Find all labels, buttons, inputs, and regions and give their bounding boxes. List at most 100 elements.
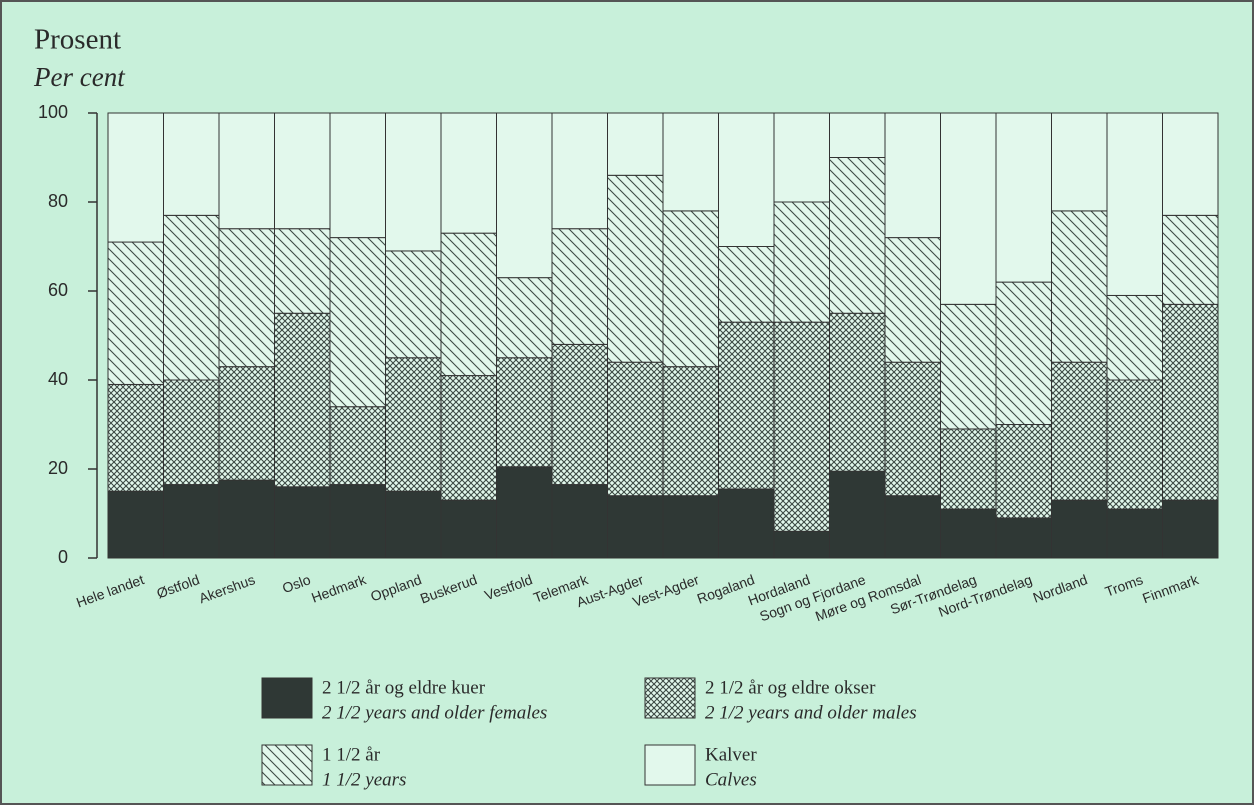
y-tick-label: 0: [58, 547, 68, 567]
bar-segment: [662, 210, 719, 368]
bar-segment: [496, 277, 553, 359]
y-tick-label: 40: [48, 369, 68, 389]
bar-segment: [274, 112, 331, 230]
bar-segment: [107, 490, 164, 559]
bar-segment: [329, 237, 386, 408]
bar-segment: [551, 112, 608, 230]
bar-segment: [274, 228, 331, 314]
legend-label-en: 1 1/2 years: [322, 769, 406, 790]
bar-segment: [607, 495, 664, 559]
bar-segment: [218, 112, 275, 230]
legend-swatch: [644, 744, 696, 786]
legend-swatch: [644, 677, 696, 719]
bar-segment: [551, 343, 608, 486]
bar-segment: [884, 361, 941, 497]
bar-segment: [1162, 214, 1219, 305]
bar-segment: [163, 484, 220, 559]
bar-segment: [940, 112, 997, 305]
legend-label: 2 1/2 år og eldre okser: [705, 677, 876, 698]
legend-swatch: [261, 744, 313, 786]
chart-title: Prosent: [34, 24, 121, 56]
bar-segment: [163, 214, 220, 381]
bar-segment: [829, 112, 886, 158]
bar-segment: [662, 495, 719, 559]
bar-segment: [607, 361, 664, 497]
bar-segment: [940, 428, 997, 510]
bar-segment: [163, 379, 220, 486]
y-tick-label: 100: [38, 102, 68, 122]
bar-segment: [607, 112, 664, 176]
legend-label: Kalver: [705, 744, 757, 765]
bar-segment: [385, 490, 442, 559]
bar-segment: [1051, 112, 1108, 212]
bar-segment: [773, 530, 830, 559]
bar-segment: [1162, 303, 1219, 501]
bar-segment: [662, 366, 719, 497]
bar-segment: [496, 357, 553, 468]
legend-label: 2 1/2 år og eldre kuer: [322, 677, 486, 698]
bar-segment: [995, 112, 1052, 283]
bar-segment: [718, 112, 775, 247]
legend-swatch: [261, 677, 313, 719]
chart-subtitle: Per cent: [33, 62, 126, 92]
bar-segment: [385, 250, 442, 359]
bar-segment: [329, 406, 386, 486]
bar-segment: [440, 375, 497, 501]
bar-segment: [773, 201, 830, 323]
bar-segment: [107, 241, 164, 385]
y-tick-label: 20: [48, 458, 68, 478]
bar-segment: [1106, 379, 1163, 510]
bar-segment: [940, 508, 997, 559]
bar-segment: [829, 312, 886, 472]
bar-segment: [940, 303, 997, 430]
bar-segment: [163, 112, 220, 216]
bar-segment: [995, 517, 1052, 559]
legend-label: 1 1/2 år: [322, 744, 381, 765]
bar-segment: [496, 466, 553, 559]
legend-label-en: Calves: [705, 769, 757, 790]
bar-segment: [496, 112, 553, 279]
bar-segment: [829, 157, 886, 314]
bar-segment: [440, 499, 497, 559]
bar-segment: [995, 424, 1052, 519]
bar-segment: [773, 112, 830, 203]
bar-segment: [218, 366, 275, 481]
bar-segment: [1051, 499, 1108, 559]
bar-segment: [1051, 361, 1108, 501]
bar-segment: [551, 228, 608, 345]
bar-segment: [274, 486, 331, 559]
bar-segment: [829, 470, 886, 559]
bar-segment: [107, 112, 164, 243]
legend-label-en: 2 1/2 years and older males: [705, 702, 917, 723]
bar-segment: [884, 112, 941, 239]
bar-segment: [662, 112, 719, 212]
bar-segment: [1106, 508, 1163, 559]
bar-segment: [440, 112, 497, 234]
bar-segment: [1051, 210, 1108, 363]
bar-segment: [718, 488, 775, 559]
bar-segment: [1106, 112, 1163, 296]
y-tick-label: 60: [48, 280, 68, 300]
bar-segment: [884, 237, 941, 363]
bar-segment: [773, 321, 830, 532]
bar-segment: [1162, 499, 1219, 559]
bar-segment: [385, 357, 442, 492]
bar-segment: [607, 174, 664, 363]
bar-segment: [274, 312, 331, 488]
bar-segment: [329, 484, 386, 559]
bar-segment: [329, 112, 386, 239]
bar-segment: [718, 321, 775, 490]
bar-segment: [995, 281, 1052, 425]
bar-segment: [1106, 294, 1163, 381]
bar-segment: [107, 383, 164, 492]
y-tick-label: 80: [48, 191, 68, 211]
bar-segment: [1162, 112, 1219, 216]
legend-label-en: 2 1/2 years and older females: [322, 702, 547, 723]
bar-segment: [884, 495, 941, 559]
bar-segment: [385, 112, 442, 252]
bar-segment: [218, 479, 275, 559]
bar-segment: [218, 228, 275, 368]
bar-segment: [551, 484, 608, 559]
bar-segment: [718, 246, 775, 323]
